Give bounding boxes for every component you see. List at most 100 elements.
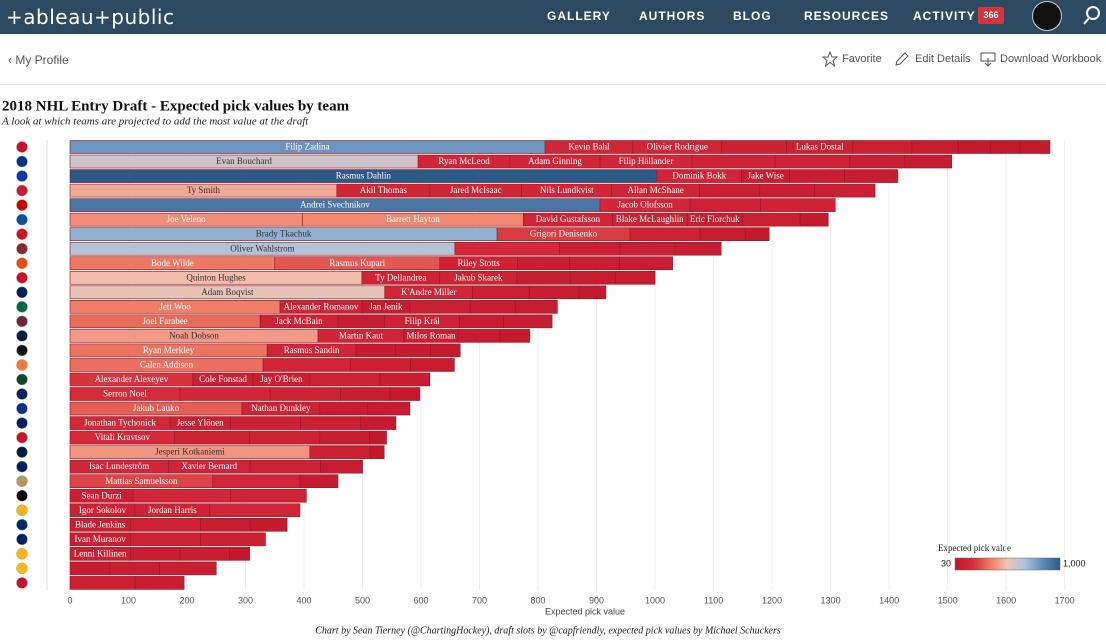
segment-label: Jake Wise [748,171,784,181]
bar-segment [789,169,845,183]
bar-segment [517,256,570,271]
bar-segment [1019,140,1051,154]
segment-label: Jay O'Brien [260,374,303,384]
edit-icon[interactable] [894,51,910,67]
bar-segment [911,140,959,154]
bar-segment [319,401,369,416]
x-tick-label: 1400 [879,595,899,605]
bar-segment [319,430,370,445]
segment-label: Quinton Hughes [186,272,246,282]
segment-label: Joel Farabee [142,316,187,326]
bar-segment [799,212,829,227]
x-tick-label: 800 [531,595,546,605]
bar-segment [230,416,301,430]
segment-label: Filip Hällander [619,156,674,166]
bar-segment [309,372,381,387]
x-tick-label: 1500 [938,595,958,605]
segment-label: Grigori Denisenko [530,229,598,239]
x-tick-label: 0 [67,595,72,605]
bar-segment [774,154,851,169]
bar-segment [209,503,301,518]
bar-segment [674,241,722,256]
segment-label: Nils Lundkvist [540,185,594,195]
segment-label: Rasmus Sandin [284,345,340,355]
segment-label: Noah Dobson [169,330,219,340]
segment-label: Ty Dellandrea [375,272,426,282]
chart-title: 2018 NHL Entry Draft - Expected pick val… [2,98,350,114]
x-tick-label: 1000 [645,595,665,605]
team-logo [16,301,28,313]
star-icon[interactable] [822,51,838,67]
action[interactable]: Download Workbook [1000,53,1102,65]
bar-segment [200,532,266,547]
back-link[interactable]: ‹ My Profile [8,53,69,67]
nav-item[interactable]: RESOURCES [804,9,890,23]
team-logo [16,155,28,168]
bar-segment [614,270,656,285]
bar-segment [721,140,787,154]
action[interactable]: Favorite [842,53,882,65]
bar-segment [369,430,387,445]
segment-label: Igor Sokolov [79,505,127,515]
bar-segment [503,314,553,329]
bar-segment [619,256,673,271]
logo[interactable]: +ableau+public [6,5,175,29]
bar-segment [989,140,1021,154]
x-tick-label: 1100 [704,595,723,605]
nav-item[interactable]: ACTIVITY [913,9,976,23]
bar-segment [499,329,531,343]
segment-label: Rasmus Kupari [329,258,385,268]
bar-segment [430,343,461,358]
bar-segment [852,140,913,154]
segment-label: Evan Bouchard [216,156,272,166]
bar-segment [457,329,501,343]
bar-segment [760,198,836,212]
nav-item[interactable]: BLOG [733,9,772,23]
nav-item[interactable]: AUTHORS [639,9,706,23]
x-tick-label: 100 [121,595,136,605]
bar-segment [200,517,251,532]
segment-label: Filip Zadina [285,142,329,152]
bar-segment [212,474,301,488]
nav-item[interactable]: GALLERY [547,9,611,23]
back-text[interactable]: My Profile [15,53,69,67]
team-logo [16,199,28,211]
bar-segment [320,459,363,474]
segment-label: Milos Roman [406,330,456,340]
bar-segment [741,212,801,227]
badge: 366 [978,7,1004,24]
bar-segment [360,416,397,430]
x-tick-label: 1200 [762,595,782,605]
segment-label: Kevin Bahl [568,142,610,152]
bar-segment [559,241,621,256]
team-logo [16,504,28,516]
bar-segment [849,154,906,169]
bar-segment [230,488,307,503]
search-icon[interactable] [1082,5,1102,27]
avatar[interactable] [1032,1,1062,31]
action[interactable]: Edit Details [915,53,971,65]
chart-subtitle: A look at which teams are projected to a… [1,116,309,128]
segment-label: Ryan McLeod [438,156,490,166]
segment-label: Calen Addison [140,360,194,370]
bar-segment [379,372,431,387]
bar-segment [629,227,701,241]
segment-label: Ty Smith [187,185,221,195]
team-logo [16,228,28,240]
x-tick-label: 500 [355,595,370,605]
segment-label: Martin Kaut [339,330,384,340]
download-icon[interactable] [980,51,996,67]
bar-segment [339,387,391,401]
segment-label: Riley Stotts [458,258,501,268]
segment-label: Serron Noel [103,389,147,399]
bar-segment [129,517,201,532]
team-logo [16,417,28,429]
bar-segment [109,561,160,576]
segment-label: Filip Král [405,316,441,326]
chart: 2018 NHL Entry Draft - Expected pick val… [1,98,1086,636]
segment-label: Ryan Merkley [143,345,195,355]
bar-segment [159,561,217,576]
bar-segment [369,445,385,459]
team-logo [16,475,28,487]
